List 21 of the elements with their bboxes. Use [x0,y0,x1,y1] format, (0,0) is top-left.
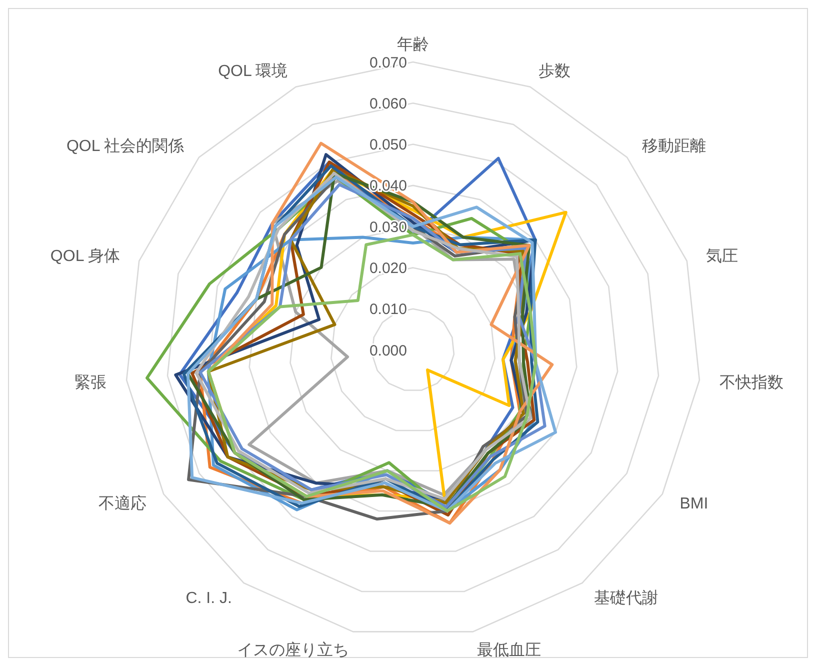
spoke-label: 基礎代謝 [594,589,658,608]
spoke-label: QOL 環境 [218,62,288,80]
spoke-label: 最低血圧 [477,642,542,659]
spoke-label: BMI [680,496,708,513]
spoke-label: QOL 身体 [50,248,120,266]
spoke-label: 不快指数 [719,374,784,392]
spoke-label: 不適応 [98,494,146,513]
y-tick-label: 0.010 [369,301,407,318]
spoke-label: 年齢 [397,36,429,54]
y-tick-label: 0.060 [369,95,407,112]
spoke-label: イスの座り立ち [236,640,349,659]
y-tick-label: 0.000 [369,342,407,360]
y-tick-label: 0.020 [369,260,407,277]
spoke-label: 歩数 [538,62,570,80]
y-tick-label: 0.070 [369,54,407,72]
spoke-label: 移動距離 [642,136,706,155]
y-tick-label: 0.050 [369,136,407,154]
spoke-label: QOL 社会的関係 [66,136,184,155]
spoke-label: 気圧 [706,248,738,266]
spoke-label: C. I. J. [186,590,232,608]
spoke-label: 緊張 [74,374,107,392]
